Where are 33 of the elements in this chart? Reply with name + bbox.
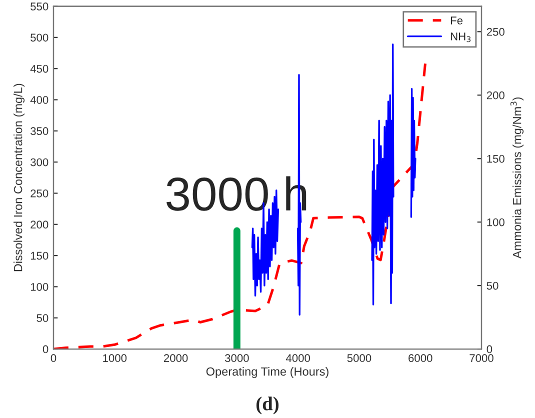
y-tick-label: 250	[30, 189, 48, 198]
x-tick-label: 5000	[347, 354, 372, 362]
y-tick-label: 450	[30, 64, 48, 73]
x-tick-label: 4000	[286, 354, 310, 362]
y-tick-label: 550	[30, 2, 48, 10]
y-tick-label: 50	[36, 314, 48, 322]
y2-tick-label: 250	[486, 28, 504, 36]
text: (d)	[256, 396, 279, 414]
legend-label: Fe	[450, 16, 463, 24]
legend-label: NH$_{3}$	[450, 32, 471, 42]
y2-tick-label: 100	[487, 218, 504, 226]
y2-tick-label: 200	[486, 91, 504, 100]
x-tick-label: 7000	[470, 354, 494, 362]
y-tick-label: 0	[42, 345, 48, 354]
y2-tick-label: 50	[486, 282, 498, 290]
y-tick-label: 400	[30, 96, 48, 104]
y-tick-label: 500	[30, 34, 48, 42]
x-tick-label: 6000	[408, 354, 432, 362]
line-series	[54, 62, 426, 350]
y-tick-label: 350	[30, 127, 48, 136]
x-tick-label: 1000	[103, 354, 127, 362]
y-tick-label: 300	[30, 158, 48, 166]
x-tick-label: 3000	[224, 354, 249, 362]
y2-tick-label: 150	[487, 154, 504, 163]
y-tick-label: 100	[30, 282, 48, 291]
y-tick-label: 150	[30, 252, 48, 260]
y2-tick-label: 0	[486, 345, 492, 354]
y2-axis-title: Ammonia Emissions (mg/Nm$^{3}$)	[510, 98, 524, 259]
x-tick-label: 0	[50, 354, 56, 362]
x-tick-label: 2000	[164, 354, 188, 362]
y-axis-title: Dissolved Iron Concentration (mg/L)	[14, 84, 25, 272]
x-axis-title: Operating Time (Hours)	[206, 367, 328, 378]
y-tick-label: 200	[30, 220, 48, 229]
